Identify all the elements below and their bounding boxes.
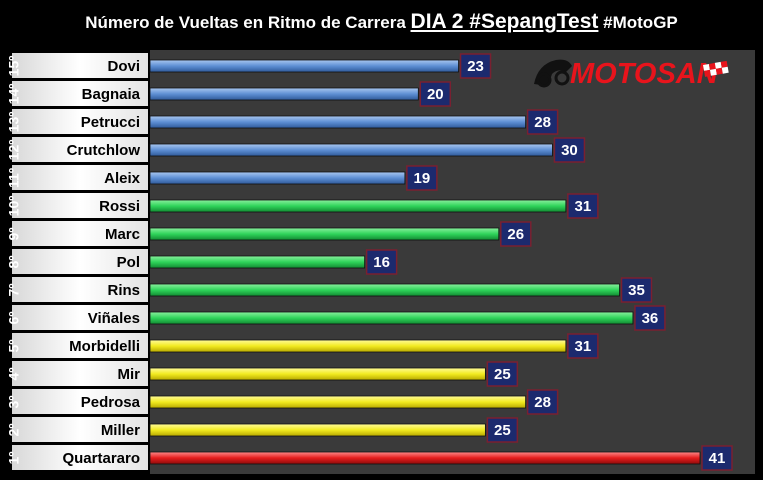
value-label-box <box>634 305 666 331</box>
motorcycle-icon <box>534 59 572 88</box>
value-label-box <box>567 333 599 359</box>
value-label-box <box>526 389 559 415</box>
value-label: 28 <box>534 394 551 411</box>
bar <box>149 59 459 73</box>
value-label: 31 <box>575 198 592 215</box>
value-label: 23 <box>467 58 484 75</box>
rider-label: Morbidelli <box>69 338 140 355</box>
value-label: 16 <box>373 254 390 271</box>
value-label-box <box>620 277 653 303</box>
value-label-box <box>365 249 398 275</box>
bar <box>149 423 486 437</box>
rank-label: 8º <box>6 256 22 269</box>
value-label-box <box>500 221 532 247</box>
rider-label-box <box>12 277 148 302</box>
rider-label: Bagnaia <box>82 86 141 103</box>
rider-label: Marc <box>105 226 140 243</box>
rank-label: 4º <box>6 368 22 381</box>
bar <box>149 255 366 269</box>
rank-label: 3º <box>6 396 22 409</box>
rank-label: 15º <box>6 56 22 77</box>
rank-label: 5º <box>6 340 22 353</box>
title-part2: DIA 2 #SepangTest <box>410 10 599 33</box>
rider-label: Miller <box>101 422 140 439</box>
bar <box>149 451 701 465</box>
logo-text: MOTOSAN <box>570 58 719 90</box>
rider-label-box <box>12 389 148 414</box>
rider-label: Pedrosa <box>81 394 141 411</box>
value-label-box <box>567 193 599 219</box>
value-label: 31 <box>575 338 592 355</box>
rider-label: Quartararo <box>62 450 140 467</box>
rider-label: Rins <box>107 282 140 299</box>
title-part3: #MotoGP <box>598 13 678 32</box>
rider-label: Viñales <box>88 310 140 327</box>
bar <box>149 395 527 409</box>
value-label-box <box>553 137 586 163</box>
rider-label: Crutchlow <box>67 142 141 159</box>
rider-label-box <box>12 361 148 386</box>
rank-label: 14º <box>6 84 22 105</box>
chart-title: Número de Vueltas en Ritmo de Carrera DI… <box>0 10 763 34</box>
bar <box>149 339 567 353</box>
rank-label: 10º <box>6 196 22 217</box>
rider-label: Dovi <box>107 58 140 75</box>
rider-label-box <box>12 193 148 218</box>
bar <box>149 227 500 241</box>
rider-label-box <box>12 333 148 358</box>
bar <box>149 143 553 157</box>
value-label: 25 <box>494 366 511 383</box>
value-label: 35 <box>628 282 645 299</box>
rank-label: 9º <box>6 228 22 241</box>
value-label-box <box>406 165 438 191</box>
rider-label-box <box>12 445 148 470</box>
value-label: 19 <box>414 170 431 187</box>
value-label: 30 <box>561 142 578 159</box>
bar <box>149 87 419 101</box>
value-label-box <box>526 109 559 135</box>
value-label: 25 <box>494 422 511 439</box>
value-label-box <box>701 445 733 471</box>
rider-label-box <box>12 53 148 78</box>
rank-label: 13º <box>6 112 22 133</box>
rider-label-box <box>12 221 148 246</box>
value-label-box <box>419 81 452 107</box>
rider-label-box <box>12 109 148 134</box>
rider-label: Pol <box>117 254 140 271</box>
rank-label: 2º <box>6 424 22 437</box>
title-part1: Número de Vueltas en Ritmo de Carrera <box>85 13 411 32</box>
rank-label: 1º <box>6 452 22 465</box>
value-label: 41 <box>709 450 726 467</box>
value-label-box <box>459 53 492 79</box>
rider-label-box <box>12 137 148 162</box>
bar <box>149 199 567 213</box>
rank-label: 7º <box>6 284 22 297</box>
rank-label: 6º <box>6 312 22 325</box>
rider-label: Petrucci <box>81 114 140 131</box>
checkered-flag-icon <box>703 60 729 77</box>
rider-label: Mir <box>118 366 141 383</box>
value-label-box <box>486 417 519 443</box>
motosan-logo: MOTOSAN <box>534 58 729 90</box>
value-label-box <box>486 361 519 387</box>
value-label: 28 <box>534 114 551 131</box>
bar <box>149 311 634 325</box>
value-label: 20 <box>427 86 444 103</box>
rider-label-box <box>12 305 148 330</box>
rank-label: 11º <box>6 168 22 188</box>
value-label: 36 <box>642 310 659 327</box>
bar <box>149 115 527 129</box>
rider-label-box <box>12 81 148 106</box>
rider-label: Rossi <box>99 198 140 215</box>
rider-label: Aleix <box>104 170 141 187</box>
rider-label-box <box>12 249 148 274</box>
rider-label-box <box>12 417 148 442</box>
bar <box>149 367 486 381</box>
bar <box>149 283 620 297</box>
rider-label-box <box>12 165 148 190</box>
bar <box>149 171 406 185</box>
rank-label: 12º <box>6 140 22 161</box>
value-label: 26 <box>507 226 524 243</box>
